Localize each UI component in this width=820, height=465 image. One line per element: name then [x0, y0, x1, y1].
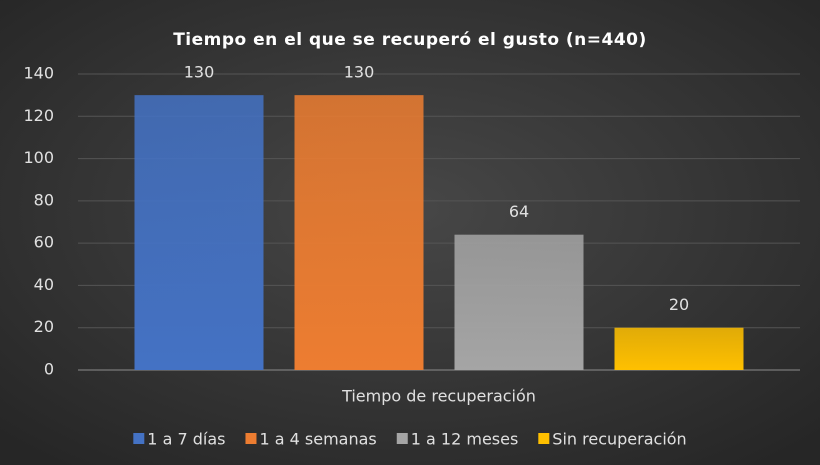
- y-tick-label: 40: [34, 275, 54, 294]
- legend-swatch: [538, 433, 550, 444]
- chart-title: Tiempo en el que se recuperó el gusto (n…: [173, 30, 647, 50]
- data-label: 20: [669, 295, 689, 314]
- y-tick-label: 140: [23, 64, 54, 83]
- legend: 1 a 7 días 1 a 4 semanas 1 a 12 meses Sin r…: [133, 430, 687, 449]
- data-label: 130: [344, 63, 375, 82]
- y-tick-label: 80: [34, 190, 54, 209]
- legend-swatch: [245, 433, 257, 444]
- y-tick-label: 0: [44, 360, 54, 379]
- legend-swatch: [396, 433, 408, 444]
- data-label: 64: [509, 202, 529, 221]
- legend-label: 1 a 7 días: [147, 430, 225, 449]
- data-label: 130: [184, 63, 215, 82]
- y-tick-label: 60: [34, 233, 54, 252]
- legend-swatch: [133, 433, 145, 444]
- legend-label: 1 a 12 meses: [411, 430, 519, 449]
- bar: [134, 95, 264, 371]
- y-tick-label: 100: [23, 148, 54, 167]
- y-tick-label: 120: [23, 106, 54, 125]
- bar: [454, 234, 584, 370]
- bar: [614, 327, 744, 370]
- legend-label: Sin recuperación: [552, 430, 686, 449]
- y-tick-label: 20: [34, 317, 54, 336]
- legend-label: 1 a 4 semanas: [259, 430, 376, 449]
- x-tick-label: Tiempo de recuperación: [341, 387, 536, 406]
- bar: [294, 95, 424, 371]
